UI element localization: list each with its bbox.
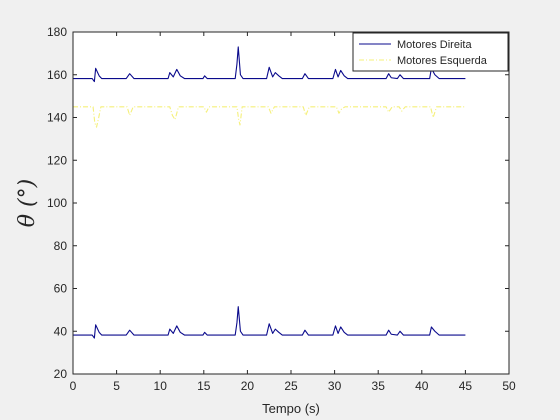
x-tick-label: 30: [328, 379, 342, 393]
series-line-2: [73, 106, 466, 128]
y-tick-label: 20: [54, 367, 68, 381]
x-axis-label: Tempo (s): [262, 401, 320, 416]
legend-entry: Motores Esquerda: [397, 55, 488, 67]
series-line-3: [73, 306, 466, 339]
x-tick-label: 20: [241, 379, 255, 393]
x-tick-label: 15: [197, 379, 211, 393]
x-tick-label: 10: [154, 379, 168, 393]
axes-box: [72, 31, 510, 375]
axes-background: [73, 32, 509, 374]
ticks-layer: 0 5 10 15 20 25 30 35 40 45 50 20 40 60 80 100 120 140 160…: [47, 25, 516, 393]
legend: Motores Direita Motores Esquerda: [352, 32, 509, 72]
series-layer: [73, 46, 466, 339]
y-tick-label: 160: [47, 68, 67, 82]
x-tick-label: 25: [284, 379, 298, 393]
x-tick-label: 35: [372, 379, 386, 393]
legend-box: [352, 32, 509, 72]
y-tick-label: 60: [54, 282, 68, 296]
y-axis-label: θ (°): [15, 179, 40, 227]
y-tick-label: 180: [47, 25, 67, 39]
x-tick-label: 0: [70, 379, 77, 393]
y-tick-label: 140: [47, 111, 67, 125]
y-tick-label: 80: [54, 239, 68, 253]
legend-entry: Motores Direita: [397, 39, 472, 51]
y-tick-label: 100: [47, 196, 67, 210]
y-tick-label: 40: [54, 324, 68, 338]
series-line-1: [73, 46, 466, 83]
x-tick-label: 50: [502, 379, 516, 393]
x-tick-label: 5: [113, 379, 120, 393]
y-tick-label: 120: [47, 153, 67, 167]
x-tick-label: 40: [415, 379, 429, 393]
x-tick-label: 45: [459, 379, 473, 393]
